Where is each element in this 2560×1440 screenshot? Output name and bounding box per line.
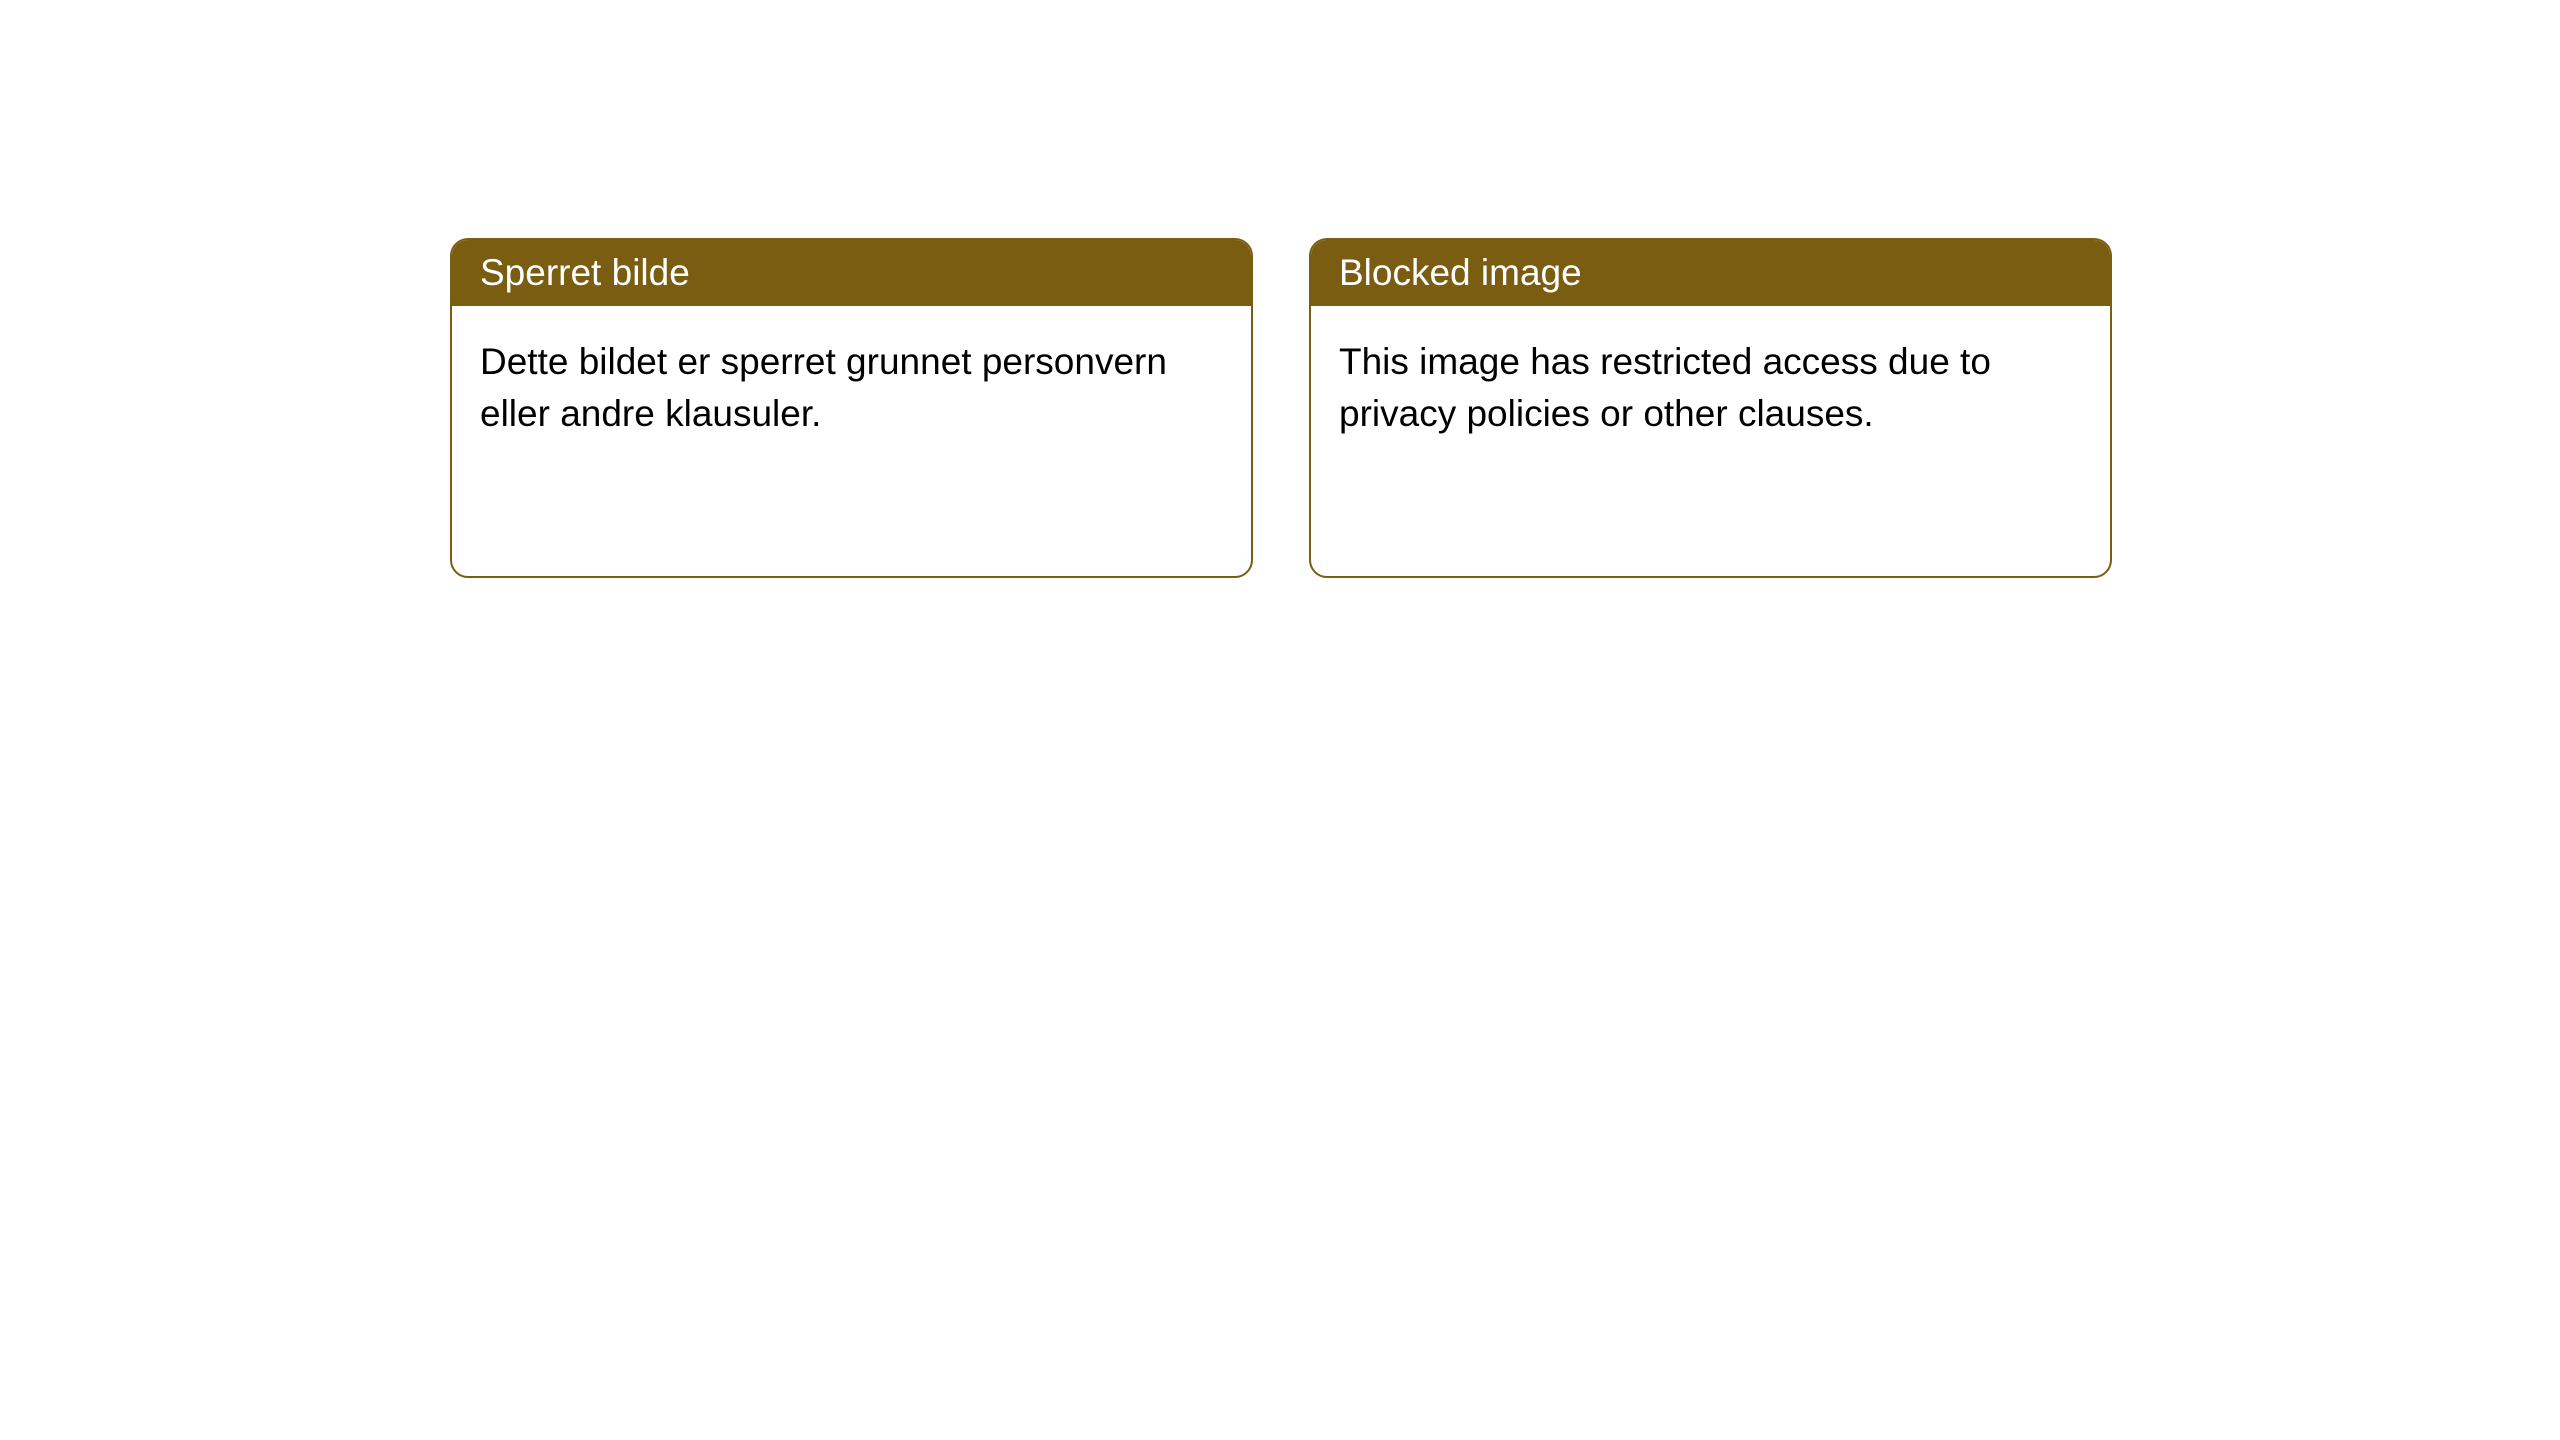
notice-body: This image has restricted access due to … <box>1311 306 2110 576</box>
notice-card-english: Blocked image This image has restricted … <box>1309 238 2112 578</box>
notice-container: Sperret bilde Dette bildet er sperret gr… <box>450 238 2112 578</box>
notice-card-norwegian: Sperret bilde Dette bildet er sperret gr… <box>450 238 1253 578</box>
notice-header: Sperret bilde <box>452 240 1251 306</box>
notice-body: Dette bildet er sperret grunnet personve… <box>452 306 1251 576</box>
notice-header: Blocked image <box>1311 240 2110 306</box>
